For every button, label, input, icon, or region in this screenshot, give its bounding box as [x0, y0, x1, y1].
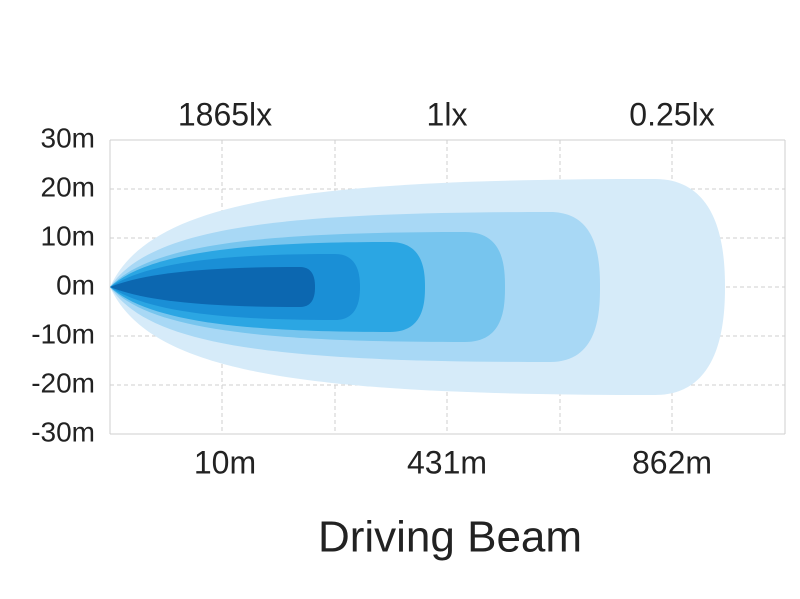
- y-axis-label: 30m: [41, 122, 95, 153]
- illuminance-label: 0.25lx: [629, 96, 714, 132]
- distance-label: 10m: [194, 444, 256, 480]
- illuminance-label: 1lx: [427, 96, 468, 132]
- beam-pattern: [110, 179, 725, 395]
- distance-label: 431m: [407, 444, 487, 480]
- y-axis-label: 10m: [41, 220, 95, 251]
- distance-label: 862m: [632, 444, 712, 480]
- beam-lobe: [110, 267, 315, 307]
- y-axis-label: 0m: [56, 269, 95, 300]
- illuminance-label: 1865lx: [178, 96, 272, 132]
- diagram-title: Driving Beam: [318, 513, 582, 562]
- y-axis-label: 20m: [41, 171, 95, 202]
- y-axis-label: -30m: [31, 416, 95, 447]
- y-axis-label: -10m: [31, 318, 95, 349]
- y-axis-label: -20m: [31, 367, 95, 398]
